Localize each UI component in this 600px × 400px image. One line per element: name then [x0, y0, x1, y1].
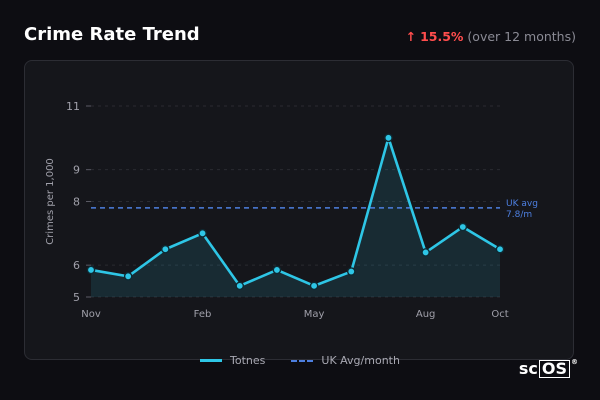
data-point — [309, 281, 319, 291]
y-tick-label: 11 — [66, 100, 80, 113]
y-tick-label: 6 — [73, 259, 80, 272]
y-tick-label: 5 — [73, 291, 80, 304]
x-tick-label: May — [304, 309, 325, 320]
chart-panel — [24, 60, 574, 360]
x-tick-label: Oct — [491, 309, 508, 320]
data-point — [86, 265, 96, 275]
axis-labels: 5 6 8 9 11 Crimes per 1,000 Nov Feb May Aug Oct — [45, 100, 509, 320]
legend-label-series: Totnes — [230, 354, 266, 367]
legend-swatch-solid — [200, 359, 223, 362]
legend-item-avg[interactable]: UK Avg/month — [291, 354, 400, 367]
logo-text: sc — [518, 359, 538, 378]
x-tick-label: Nov — [81, 309, 101, 320]
data-point — [421, 248, 430, 257]
data-point — [198, 229, 207, 238]
series-area — [91, 137, 500, 297]
avg-label-line1: UK avg — [506, 199, 538, 209]
legend: Totnes UK Avg/month — [0, 354, 600, 367]
data-point — [384, 133, 393, 143]
area-fill — [91, 137, 500, 297]
data-point — [161, 244, 170, 254]
series-line — [90, 136, 501, 288]
up-arrow-icon: ↑ — [405, 29, 417, 44]
data-point — [458, 222, 468, 232]
legend-item-series[interactable]: Totnes — [200, 354, 265, 367]
data-point — [123, 272, 133, 281]
change-percent: 15.5% — [420, 29, 464, 44]
legend-label-avg: UK Avg/month — [321, 354, 400, 367]
brand-logo: sc OS ® — [518, 357, 578, 379]
change-indicator: ↑ 15.5% (over 12 months) — [406, 29, 576, 44]
change-period: (over 12 months) — [467, 29, 576, 44]
data-point — [346, 267, 356, 276]
y-tick-label: 9 — [73, 164, 80, 177]
data-point — [272, 265, 282, 275]
data-point — [235, 281, 245, 291]
registered-mark: ® — [571, 357, 578, 366]
x-tick-label: Feb — [194, 309, 212, 320]
x-tick-label: Aug — [416, 309, 436, 320]
series-line-totnes — [90, 136, 501, 288]
y-axis-label: Crimes per 1,000 — [45, 158, 56, 245]
legend-swatch-dashed — [291, 359, 314, 362]
avg-label-line2: 7.8/m — [506, 210, 532, 220]
data-point — [495, 244, 505, 254]
y-tick-label: 8 — [73, 196, 80, 209]
logo-boxed-text: OS — [538, 359, 570, 378]
chart-title: Crime Rate Trend — [24, 24, 200, 45]
data-points — [86, 133, 505, 291]
grid-lines — [86, 105, 500, 298]
